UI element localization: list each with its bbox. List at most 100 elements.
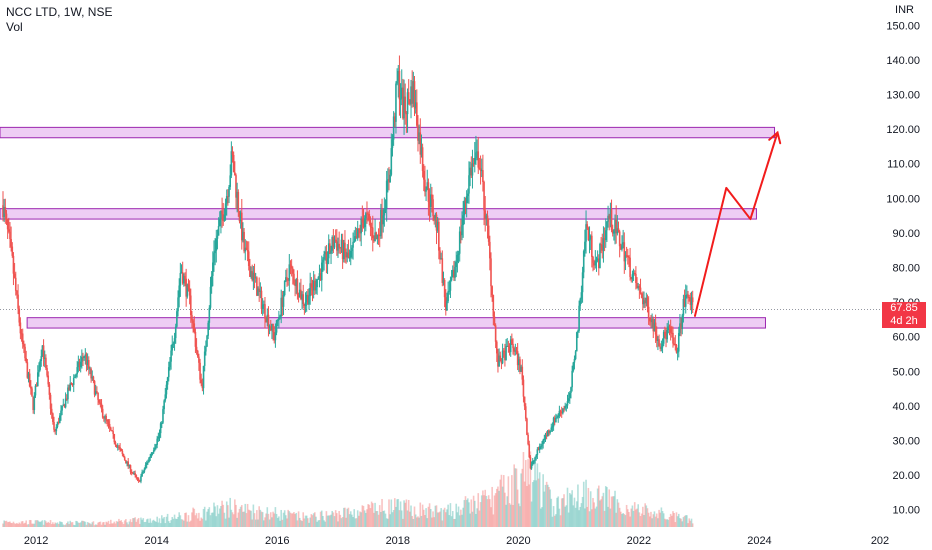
volume-bar (178, 512, 180, 527)
volume-bar (56, 522, 59, 527)
candle-body (169, 361, 171, 368)
candle-body (456, 254, 459, 262)
candle-body (304, 302, 307, 306)
candle-body (23, 344, 25, 347)
candle-body (555, 417, 557, 423)
candle-body (426, 182, 429, 190)
volume-bar (96, 524, 98, 527)
candle-body (336, 241, 338, 251)
volume-bar (342, 507, 345, 527)
price-tick-label: 130.00 (886, 90, 920, 102)
candle-body (70, 383, 73, 385)
volume-bar (443, 507, 446, 527)
candle-body (417, 125, 419, 141)
candle-body (470, 167, 473, 176)
projection-arrow (693, 130, 782, 317)
volume-bar (409, 511, 411, 527)
candle-body (404, 96, 407, 114)
candle-body (346, 252, 349, 258)
candle-body (164, 394, 167, 401)
time-tick-label: 2018 (386, 535, 410, 547)
candle-body (429, 194, 432, 208)
candle-body (75, 374, 77, 377)
candle-body (290, 265, 293, 269)
volume-bar (52, 522, 54, 527)
candle-body (288, 264, 291, 281)
candle-body (246, 250, 249, 252)
candle-body (571, 370, 573, 388)
time-axis[interactable]: 2012 2014 2016 2018 2020 2022 2024 202 (24, 535, 889, 547)
volume-bar (669, 513, 672, 527)
volume-bar (318, 520, 321, 527)
candle-body (78, 362, 81, 368)
volume-bar (467, 498, 469, 527)
price-axis[interactable]: 10.0020.0030.0040.0050.0060.0070.0080.00… (886, 20, 920, 516)
volume-bar (591, 509, 593, 527)
candle-body (119, 447, 121, 449)
candle-body (342, 242, 345, 260)
volume-bar (314, 512, 316, 527)
candle-body (180, 271, 183, 274)
candle-body (133, 473, 135, 475)
candle-body (519, 359, 521, 372)
candle-body (348, 257, 351, 259)
volume-bar (26, 524, 29, 527)
candle-body (596, 258, 599, 260)
candle-body (177, 297, 179, 312)
volume-bar (642, 506, 644, 527)
candle-body (424, 179, 426, 192)
volume-bar (245, 513, 248, 527)
volume-bar (573, 497, 576, 527)
volume-bar (636, 508, 638, 527)
volume-bar (327, 515, 330, 527)
volume-bar (336, 513, 338, 527)
volume-bar (543, 491, 546, 527)
volume-bar (188, 521, 191, 527)
candle-body (345, 251, 347, 258)
candle-body (431, 194, 433, 200)
candle-body (505, 346, 507, 361)
volume-bar (163, 517, 165, 527)
volume-bar (526, 486, 528, 527)
candle-body (553, 417, 556, 423)
candle-body (570, 387, 572, 393)
candle-body (451, 269, 454, 278)
candle-body (67, 387, 69, 400)
volume-bar (55, 523, 58, 527)
volume-bar (189, 520, 192, 527)
candle-body (688, 297, 691, 299)
candle-body (30, 386, 32, 389)
volume-bar (562, 498, 564, 527)
candle-body (98, 399, 101, 403)
volume-bar (375, 511, 378, 527)
candle-body (19, 322, 22, 334)
volume-bar (639, 516, 642, 527)
candle-body (332, 237, 335, 248)
volume-bar (393, 498, 396, 527)
price-tick-label: 50.00 (892, 366, 920, 378)
candle-body (84, 354, 87, 357)
volume-bar (111, 523, 113, 527)
candle-body (601, 244, 604, 251)
symbol-title[interactable]: NCC LTD, 1W, NSE (6, 5, 113, 19)
candle-body (189, 295, 192, 316)
candle-body (541, 444, 543, 447)
candle-body (523, 396, 526, 407)
volume-bar (418, 517, 420, 527)
candle-body (597, 258, 600, 269)
volume-bar (691, 523, 694, 527)
candle-body (231, 151, 234, 155)
candle-body (515, 350, 518, 352)
candle-body (647, 306, 650, 318)
candle-body (302, 294, 305, 305)
volume-bar (84, 521, 87, 527)
candle-body (69, 383, 72, 391)
volume-bar (228, 517, 230, 527)
volume-bar (509, 504, 512, 527)
candle-body (482, 170, 484, 182)
volume-bar (91, 522, 94, 527)
candle-body (591, 235, 593, 257)
volume-bar (446, 509, 448, 527)
volume-bar (202, 509, 205, 527)
